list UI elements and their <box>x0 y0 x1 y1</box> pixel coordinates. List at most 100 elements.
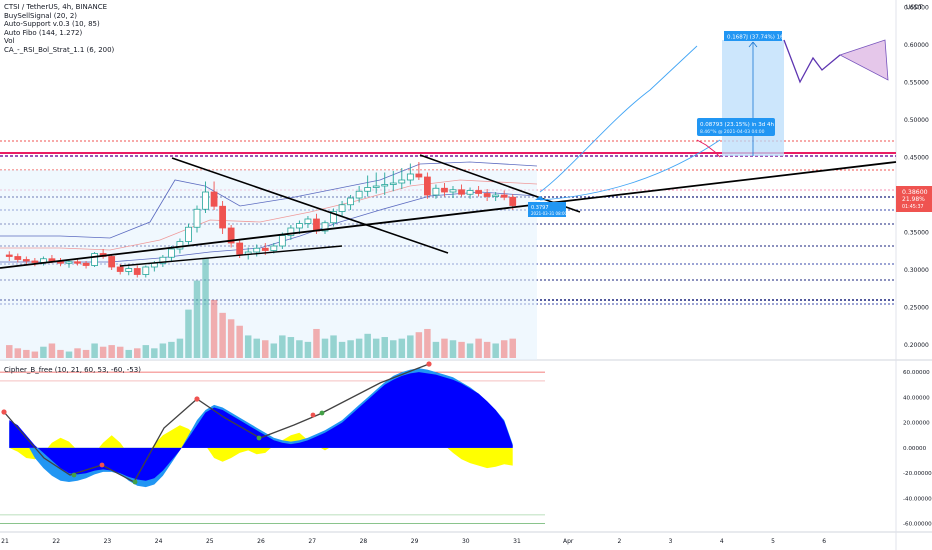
sell-dot <box>310 412 316 418</box>
candle-body <box>159 256 167 264</box>
candle <box>14 253 22 263</box>
candle <box>108 255 116 270</box>
volume-bar <box>116 346 124 358</box>
volume-bar <box>432 341 440 358</box>
candle-body <box>5 254 13 257</box>
measure-line-1: 0.08793 (23.15%) in 3d 4h <box>700 122 775 128</box>
candle-body <box>475 190 482 194</box>
volume-bar <box>483 341 491 358</box>
candle <box>458 184 465 197</box>
oscillator-tick-label: 60.00000 <box>903 370 930 376</box>
price-tick-label: 0.20000 <box>904 342 929 349</box>
volume-bar <box>168 341 175 358</box>
buy-dot <box>319 410 325 416</box>
projection-lower[interactable] <box>539 139 721 201</box>
oscillator-tick-label: 40.00000 <box>903 395 930 401</box>
volume-bar <box>338 341 346 358</box>
candles <box>5 162 517 278</box>
time-axis[interactable]: 21 22 23 24 25 26 27 28 29 30 31 Apr 2 3 4 5 6 <box>1 538 826 545</box>
volume-bar <box>14 348 22 358</box>
candle <box>398 168 406 189</box>
projection-lines[interactable] <box>539 45 721 201</box>
sell-dot <box>1 409 7 415</box>
volume-bar <box>151 348 158 358</box>
pink-path <box>696 139 721 158</box>
candle-body <box>125 268 133 272</box>
volume-bar <box>74 348 81 358</box>
price-path-projection[interactable] <box>696 39 889 158</box>
currency-label: USDT <box>906 4 923 11</box>
oscillator-legend[interactable]: Cipher_B_free (10, 21, 60, 53, -60, -53) <box>4 366 141 374</box>
candle-body <box>355 190 363 199</box>
candle <box>330 208 337 227</box>
oscillator-signal-dots <box>1 361 432 485</box>
fibo-zone <box>0 170 537 360</box>
indicator-legend-item[interactable]: CA_-_RSI_Bol_Strat_1.1 (6, 200) <box>4 45 115 54</box>
volume-bar <box>185 309 192 358</box>
candle <box>321 220 329 234</box>
candle <box>142 265 150 278</box>
volume-bar <box>244 335 252 358</box>
oscillator-axis[interactable]: 60.00000 40.00000 20.00000 0.00000 -20.00000… <box>903 370 932 528</box>
projection-upper[interactable] <box>539 45 698 193</box>
volume-bar <box>372 338 380 358</box>
zigzag-path[interactable] <box>783 39 841 84</box>
candle-body <box>142 266 150 275</box>
candle <box>492 192 500 201</box>
volume-bar <box>31 351 39 358</box>
support-trendline[interactable] <box>119 245 343 267</box>
volume-bar <box>91 343 98 358</box>
volume-bar <box>99 346 107 358</box>
time-tick-label: 22 <box>52 538 60 545</box>
candle <box>82 261 90 269</box>
candle-body <box>466 190 474 195</box>
target-label: 0.1687J (37.74%) 1687J <box>727 35 793 41</box>
candle-body <box>176 241 184 250</box>
price-tick-label: 0.30000 <box>904 267 929 274</box>
candle <box>125 266 133 276</box>
candle-body <box>31 260 39 263</box>
time-tick-label: 30 <box>462 538 470 545</box>
indicator-legend-item[interactable]: Auto-Support v.0.3 (10, 85) <box>4 20 100 29</box>
volume-bar <box>57 349 64 358</box>
candle <box>424 172 431 199</box>
candle <box>415 162 423 180</box>
current-change: 21.98% <box>902 196 925 203</box>
indicator-legend-item[interactable]: Auto Fibo (144, 1.272) <box>4 28 83 37</box>
wave-fast-area <box>9 372 513 481</box>
candle <box>381 172 389 195</box>
candle-body <box>219 205 226 229</box>
volume-bar <box>500 340 508 358</box>
ascending-trendline[interactable] <box>0 161 897 269</box>
volume-bar <box>23 349 30 358</box>
target-position-tool[interactable]: 0.1687J (37.74%) 1687J <box>722 31 793 156</box>
candle <box>91 252 98 267</box>
forecast-cone[interactable] <box>838 39 889 81</box>
current-price-box <box>896 186 932 212</box>
candle-body <box>347 197 354 206</box>
time-tick-label: 24 <box>155 538 163 545</box>
sell-dot <box>426 361 432 367</box>
price-tick-label: 0.50000 <box>904 117 929 124</box>
candle-body <box>185 226 192 242</box>
bollinger-upper <box>0 161 538 239</box>
candle-body <box>500 194 508 198</box>
symbol-title[interactable]: CTSI / TetherUS, 4h, BINANCE <box>4 3 108 11</box>
oscillator-tick-label: -20.00000 <box>903 471 932 477</box>
descending-trendline[interactable] <box>171 157 449 254</box>
main-legend[interactable]: CTSI / TetherUS, 4h, BINANCE BuySellSign… <box>4 3 114 55</box>
volume-bar <box>219 312 226 358</box>
volume-bar <box>210 299 218 358</box>
candle-body <box>398 179 406 184</box>
volume-bar <box>142 345 150 358</box>
volume-bar <box>134 348 141 358</box>
indicator-legend-item[interactable]: Vol <box>4 37 15 46</box>
indicator-legend-item[interactable]: BuySellSignal (20, 2) <box>4 11 78 20</box>
volume-bar <box>193 280 201 358</box>
price-tick-label: 0.45000 <box>904 155 929 162</box>
candle-body <box>193 208 201 228</box>
price-marker-date: 2021-03-31 08:00 <box>531 211 568 216</box>
candle-body <box>74 261 81 264</box>
